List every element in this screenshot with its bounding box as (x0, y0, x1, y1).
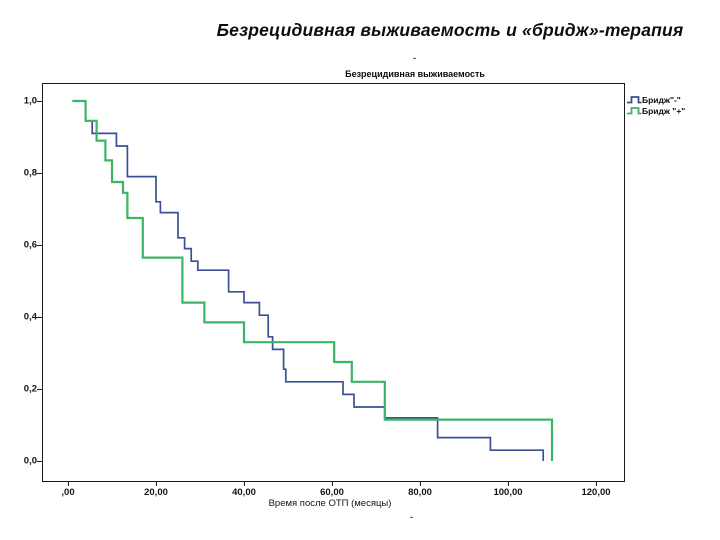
y-tick-label: 1,0 (23, 95, 37, 107)
legend-item: Бридж"-" (627, 94, 685, 105)
x-tick-mark (595, 482, 597, 486)
y-tick-label: 0,2 (23, 383, 37, 395)
dash-artifact-bottom: - (410, 512, 413, 522)
x-tick-mark (419, 482, 421, 486)
x-tick-label: 60,00 (320, 487, 344, 498)
x-tick-label: 120,00 (581, 487, 611, 498)
x-tick-label: 80,00 (408, 487, 432, 498)
legend-item: Бридж "+" (627, 105, 685, 116)
plot-area (42, 83, 625, 482)
x-tick-label: ,00 (61, 487, 75, 498)
y-tick-mark (37, 460, 42, 462)
legend-step-icon (627, 107, 642, 115)
y-tick-label: 0,8 (23, 167, 37, 179)
chart-title: Безрецидивная выживаемость (345, 69, 485, 79)
y-tick-label: 0,0 (23, 455, 37, 467)
x-tick-label: 20,00 (144, 487, 168, 498)
legend-step-icon (627, 96, 642, 104)
slide-title: Безрецидивная выживаемость и «бридж»-тер… (216, 20, 684, 40)
x-tick-mark (243, 482, 245, 486)
y-tick-mark (37, 244, 42, 246)
legend-label: Бридж"-" (642, 94, 681, 105)
dash-artifact-top: - (413, 53, 416, 63)
x-tick-mark (67, 482, 69, 486)
x-axis-title: Время после ОТП (месяцы) (268, 498, 392, 509)
y-tick-mark (37, 172, 42, 174)
y-tick-mark (37, 100, 42, 102)
legend-label: Бридж "+" (642, 105, 686, 116)
legend: Бридж"-" Бридж "+" (627, 94, 685, 116)
y-tick-mark (37, 388, 42, 390)
x-tick-mark (155, 482, 157, 486)
x-tick-mark (331, 482, 333, 486)
x-tick-mark (507, 482, 509, 486)
y-tick-label: 0,6 (23, 239, 37, 251)
x-tick-label: 40,00 (232, 487, 256, 498)
y-tick-mark (37, 316, 42, 318)
x-tick-label: 100,00 (493, 487, 523, 498)
y-tick-label: 0,4 (23, 311, 37, 323)
